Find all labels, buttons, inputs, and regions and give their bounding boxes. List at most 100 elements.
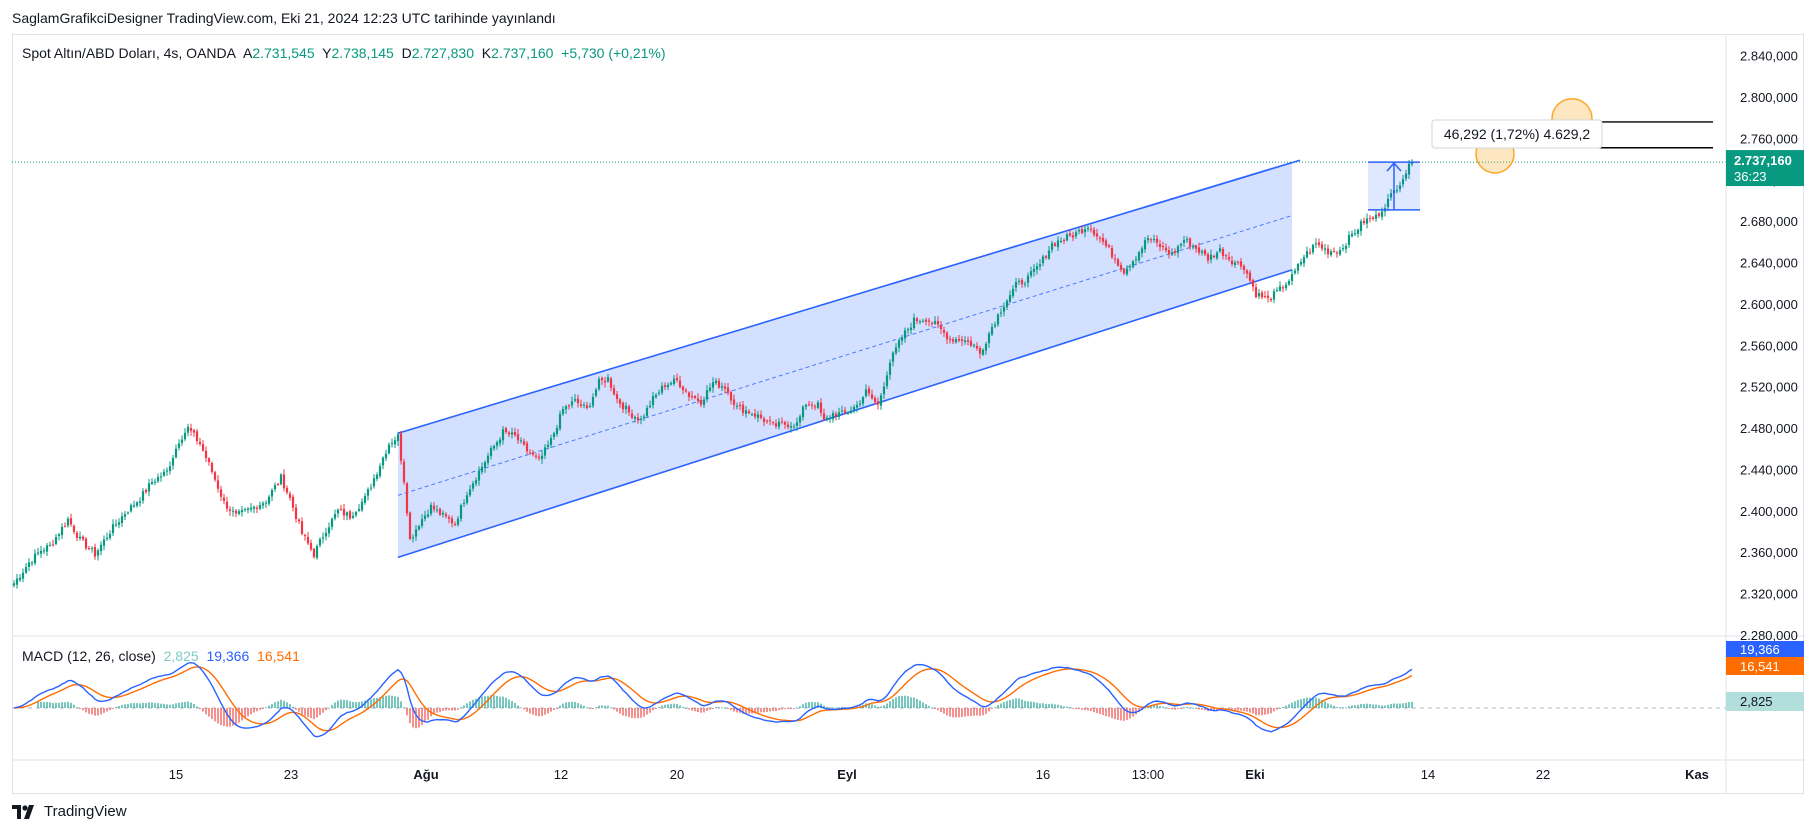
tradingview-brand[interactable]: TradingView: [12, 803, 127, 820]
measure-label-text: 46,292 (1,72%) 4.629,2: [1444, 126, 1591, 142]
macd-hist-bar: [325, 708, 327, 711]
candle-body: [264, 502, 268, 504]
candle-body: [735, 405, 739, 407]
candle-body: [1026, 275, 1030, 283]
macd-hist-bar: [1243, 708, 1245, 712]
macd-hist-bar: [805, 702, 807, 708]
candle-body: [249, 507, 253, 510]
macd-hist-bar: [1198, 708, 1200, 710]
macd-hist-bar: [100, 708, 102, 715]
candle-body: [510, 432, 514, 435]
macd-hist-bar: [631, 708, 633, 719]
candle-body: [366, 489, 370, 496]
macd-hist-bar: [61, 702, 63, 708]
macd-hist-bar: [1087, 708, 1089, 711]
macd-hist-bar: [1303, 698, 1305, 708]
macd-hist-bar: [673, 703, 675, 708]
candle-body: [492, 446, 496, 449]
candle-body: [1095, 233, 1099, 237]
candle-body: [336, 509, 340, 514]
macd-hist-bar: [1111, 708, 1113, 719]
candle-body: [363, 496, 367, 503]
macd-hist-bar: [451, 708, 453, 711]
candle-body: [909, 327, 913, 330]
macd-hist-bar: [115, 706, 117, 708]
macd-hist-bar: [142, 702, 144, 708]
candle-body: [834, 413, 838, 417]
candle-body: [978, 348, 982, 354]
candle-body: [105, 537, 109, 539]
macd-hist-bar: [427, 708, 429, 720]
candle-body: [1305, 251, 1309, 258]
macd-hist-bar: [46, 701, 48, 708]
macd-hist-bar: [754, 708, 756, 714]
macd-hist-bar: [697, 708, 699, 712]
macd-hist-bar: [580, 704, 582, 708]
candle-body: [333, 514, 337, 519]
macd-hist-bar: [577, 703, 579, 708]
macd-hist-bar: [1363, 703, 1365, 708]
tradingview-logo-icon: [12, 804, 34, 819]
candle-body: [984, 343, 988, 351]
candle-body: [393, 440, 397, 445]
macd-hist-bar: [1309, 697, 1311, 708]
macd-hist-bar: [445, 708, 447, 711]
candle-body: [624, 405, 628, 410]
candle-body: [66, 518, 70, 526]
candle-body: [1350, 233, 1354, 236]
macd-hist-bar: [856, 706, 858, 708]
candle-body: [1410, 162, 1414, 165]
candle-body: [1380, 211, 1384, 217]
macd-hist-bar: [928, 705, 930, 708]
macd-hist-bar: [1168, 708, 1170, 709]
candle-body: [864, 389, 868, 396]
macd-hist-bar: [778, 708, 780, 711]
macd-hist-bar: [904, 695, 906, 708]
macd-hist-bar: [157, 703, 159, 708]
macd-hist-bar: [1279, 707, 1281, 709]
candle-body: [1128, 266, 1132, 268]
macd-hist-bar: [877, 706, 879, 708]
macd-hist-bar: [658, 707, 660, 709]
macd-hist-bar: [55, 702, 57, 708]
macd-hist-bar: [889, 701, 891, 708]
macd-hist-bar: [571, 701, 573, 708]
candle-body: [1335, 252, 1339, 254]
candle-body: [1272, 291, 1276, 300]
candle-body: [126, 512, 130, 514]
macd-hist-bar: [1315, 697, 1317, 708]
macd-hist-bar: [136, 703, 138, 708]
macd-hist-bar: [586, 707, 588, 709]
candle-body: [1287, 280, 1291, 285]
candle-body: [798, 416, 802, 423]
macd-hist-bar: [550, 708, 552, 712]
candle-body: [1341, 248, 1345, 250]
macd-hist-bar: [1252, 708, 1254, 714]
candle-body: [1137, 252, 1141, 261]
macd-hist-bar: [601, 705, 603, 708]
macd-hist-bar: [619, 708, 621, 714]
macd-hist-bar: [1348, 706, 1350, 708]
macd-hist-bar: [442, 708, 444, 711]
candle-body: [558, 413, 562, 429]
candle-body: [1257, 293, 1261, 297]
candle-body: [441, 512, 445, 515]
candle-body: [768, 420, 772, 422]
macd-hist-bar: [610, 707, 612, 709]
macd-hist-bar: [346, 700, 348, 708]
macd-hist-bar: [1408, 702, 1410, 708]
candle-body: [789, 426, 793, 428]
candle-body: [1254, 287, 1258, 298]
macd-hist-bar: [1093, 708, 1095, 713]
channel-upper-line: [397, 159, 1301, 435]
candle-body: [1314, 243, 1318, 245]
macd-hist-bar: [79, 708, 81, 709]
low-label: D: [401, 45, 412, 61]
macd-hist-bar: [412, 708, 414, 728]
macd-hist-bar: [1030, 701, 1032, 708]
macd-hist-bar: [649, 708, 651, 713]
candle-body: [1074, 232, 1078, 237]
macd-hist-bar: [1048, 704, 1050, 708]
macd-hist-bar: [1069, 707, 1071, 709]
